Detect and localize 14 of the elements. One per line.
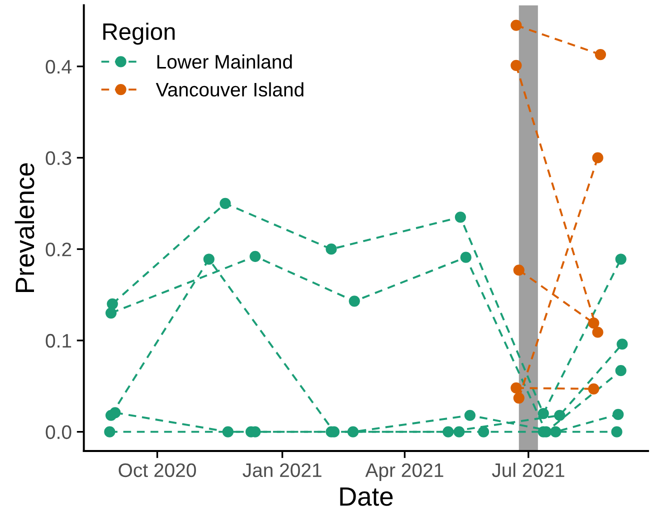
legend-title: Region	[103, 22, 175, 45]
x-tick-label: Apr 2021	[365, 463, 444, 481]
x-axis-title: Date	[340, 487, 393, 506]
y-axis-title: Prevalence	[14, 163, 34, 292]
legend-label: Vancouver Island	[156, 82, 304, 97]
x-tick-label: Jan 2021	[242, 463, 322, 478]
x-tick-label: Jul 2021	[492, 462, 564, 478]
y-tick-label: 0.4	[46, 60, 72, 74]
legend-label: Lower Mainland	[157, 54, 292, 69]
y-tick-label: 0.1	[46, 334, 72, 348]
y-tick-label: 0.2	[46, 242, 72, 256]
y-tick-label: 0.0	[46, 425, 72, 440]
y-tick-label: 0.3	[46, 151, 72, 165]
x-tick-label: Oct 2020	[118, 463, 196, 478]
